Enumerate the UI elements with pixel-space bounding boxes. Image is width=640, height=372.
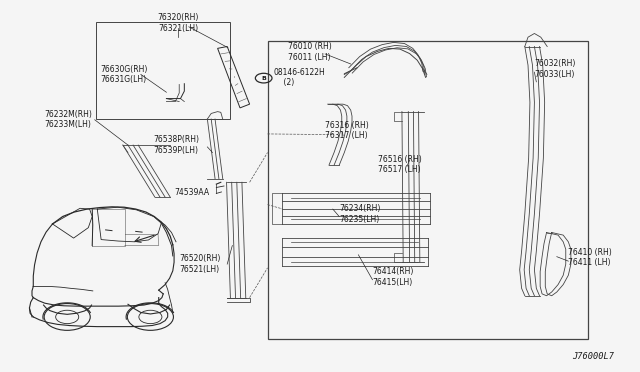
Text: 76316 (RH)
76317 (LH): 76316 (RH) 76317 (LH): [325, 121, 369, 140]
Text: 08146-6122H
    (2): 08146-6122H (2): [274, 68, 326, 87]
Text: 76538P(RH)
76539P(LH): 76538P(RH) 76539P(LH): [154, 135, 200, 155]
Text: 76234(RH)
76235(LH): 76234(RH) 76235(LH): [339, 204, 381, 224]
Text: 76520(RH)
76521(LH): 76520(RH) 76521(LH): [179, 254, 221, 274]
Text: 76410 (RH)
76411 (LH): 76410 (RH) 76411 (LH): [568, 248, 612, 267]
Text: 76010 (RH)
76011 (LH): 76010 (RH) 76011 (LH): [288, 42, 332, 62]
Bar: [268, 41, 588, 339]
Text: 76032(RH)
76033(LH): 76032(RH) 76033(LH): [534, 59, 576, 78]
Text: 76516 (RH)
76517 (LH): 76516 (RH) 76517 (LH): [378, 155, 421, 174]
Text: J76000L7: J76000L7: [572, 352, 614, 361]
Text: 76320(RH)
76321(LH): 76320(RH) 76321(LH): [157, 13, 198, 33]
Text: B: B: [261, 76, 266, 81]
Text: 76232M(RH)
76233M(LH): 76232M(RH) 76233M(LH): [45, 110, 93, 129]
Bar: [96, 22, 230, 119]
Text: 74539AA: 74539AA: [174, 188, 209, 197]
Text: 76630G(RH)
76631G(LH): 76630G(RH) 76631G(LH): [100, 65, 148, 84]
Text: 76414(RH)
76415(LH): 76414(RH) 76415(LH): [372, 267, 414, 287]
